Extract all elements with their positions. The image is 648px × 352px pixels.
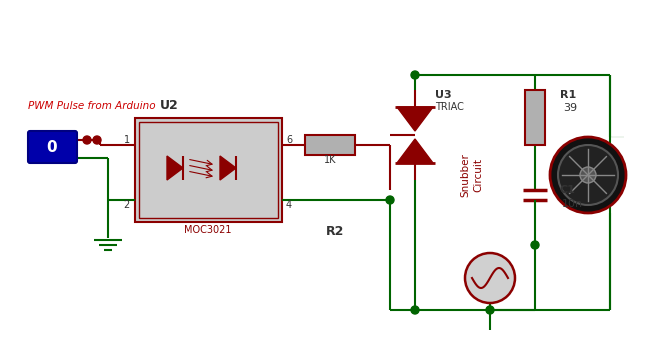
Text: TRIAC: TRIAC bbox=[435, 102, 464, 112]
Text: 10n: 10n bbox=[562, 199, 583, 209]
Bar bbox=[139, 122, 278, 218]
FancyBboxPatch shape bbox=[28, 131, 77, 163]
Text: 0: 0 bbox=[47, 139, 57, 155]
Circle shape bbox=[531, 241, 539, 249]
Circle shape bbox=[558, 145, 618, 205]
Circle shape bbox=[465, 253, 515, 303]
Bar bbox=[135, 118, 282, 222]
Polygon shape bbox=[167, 156, 183, 180]
Circle shape bbox=[386, 196, 394, 204]
Circle shape bbox=[83, 136, 91, 144]
Circle shape bbox=[486, 306, 494, 314]
Polygon shape bbox=[397, 107, 433, 131]
Polygon shape bbox=[220, 156, 236, 180]
Text: 2: 2 bbox=[124, 200, 130, 210]
Text: 39: 39 bbox=[563, 103, 577, 113]
Text: MOC3021: MOC3021 bbox=[184, 225, 232, 235]
Text: U2: U2 bbox=[160, 99, 179, 112]
Text: U3: U3 bbox=[435, 90, 452, 100]
Text: 4: 4 bbox=[286, 200, 292, 210]
Text: 1: 1 bbox=[124, 135, 130, 145]
Circle shape bbox=[93, 136, 101, 144]
Circle shape bbox=[580, 167, 596, 183]
Text: C1: C1 bbox=[560, 185, 576, 195]
Text: 1K: 1K bbox=[324, 155, 336, 165]
Text: 6: 6 bbox=[286, 135, 292, 145]
Text: Snubber
Circuit: Snubber Circuit bbox=[461, 153, 483, 197]
Polygon shape bbox=[397, 139, 433, 163]
Text: R1: R1 bbox=[560, 90, 576, 100]
Circle shape bbox=[411, 306, 419, 314]
Bar bbox=[305, 135, 355, 155]
Text: PWM Pulse from Arduino: PWM Pulse from Arduino bbox=[28, 101, 156, 111]
Circle shape bbox=[550, 137, 626, 213]
Bar bbox=[525, 90, 545, 145]
Text: R2: R2 bbox=[326, 225, 344, 238]
Circle shape bbox=[411, 71, 419, 79]
